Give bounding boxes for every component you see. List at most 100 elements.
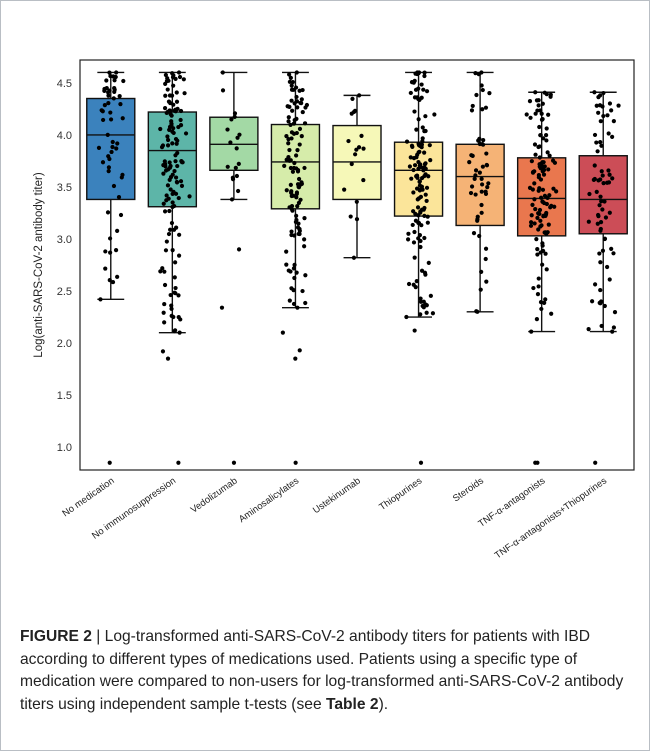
data-point	[424, 185, 430, 190]
data-point	[282, 163, 287, 169]
data-point	[176, 460, 181, 465]
data-point	[544, 138, 549, 143]
data-point	[540, 101, 545, 106]
y-tick-label: 3.5	[57, 182, 72, 194]
data-point	[473, 70, 478, 76]
figure-label: FIGURE 2	[20, 628, 92, 645]
data-point	[524, 112, 529, 117]
data-point	[162, 269, 167, 274]
data-point	[302, 237, 307, 242]
data-point	[416, 220, 422, 226]
data-point	[165, 143, 171, 148]
data-point	[404, 139, 410, 144]
data-point	[418, 312, 423, 317]
data-point	[415, 152, 420, 157]
data-point	[543, 297, 548, 302]
data-point	[118, 102, 123, 107]
data-point	[597, 203, 602, 208]
data-point	[479, 83, 484, 88]
data-point	[158, 126, 163, 132]
data-point	[102, 103, 107, 108]
data-point	[164, 193, 169, 198]
data-point	[547, 193, 552, 198]
data-point	[161, 162, 166, 168]
x-tick-label: TNF-α-antagonists+Thiopurines	[493, 475, 609, 561]
data-point	[404, 314, 409, 320]
data-point	[538, 108, 543, 113]
data-point	[543, 212, 549, 217]
data-point	[610, 329, 615, 334]
data-point	[182, 91, 187, 96]
data-point	[470, 103, 475, 109]
data-point	[598, 226, 603, 232]
data-point	[172, 329, 177, 334]
data-point	[475, 217, 480, 222]
data-point	[416, 166, 421, 171]
data-point	[540, 117, 545, 122]
data-point	[163, 93, 168, 98]
data-point	[428, 293, 433, 298]
data-point	[288, 182, 293, 187]
data-point	[176, 253, 182, 258]
data-point	[108, 250, 113, 255]
data-point	[176, 70, 182, 75]
data-point	[423, 114, 428, 119]
data-point	[170, 141, 175, 146]
data-point	[598, 194, 603, 199]
data-point	[413, 284, 418, 290]
data-point	[599, 199, 604, 204]
data-point	[164, 239, 169, 244]
data-point	[599, 323, 604, 329]
data-point	[228, 140, 233, 145]
data-point	[96, 145, 102, 150]
data-point	[422, 73, 427, 79]
data-point	[104, 78, 109, 83]
data-point	[171, 73, 176, 78]
data-point	[545, 150, 550, 155]
data-point	[108, 110, 113, 115]
data-point	[187, 194, 192, 199]
data-point	[532, 181, 537, 186]
data-point	[424, 198, 429, 204]
data-point	[419, 268, 425, 273]
data-point	[180, 160, 185, 165]
data-point	[100, 160, 106, 165]
data-point	[169, 119, 174, 124]
y-tick-label: 4.5	[57, 78, 72, 90]
data-point	[541, 136, 546, 141]
data-point	[424, 89, 430, 94]
data-point	[421, 207, 426, 212]
data-point	[605, 180, 610, 185]
data-point	[480, 107, 485, 112]
data-point	[292, 101, 297, 106]
data-point	[428, 158, 433, 163]
data-point	[539, 195, 544, 200]
data-point	[234, 146, 239, 151]
data-point	[284, 249, 289, 254]
data-point	[107, 236, 113, 241]
data-point	[291, 165, 297, 171]
data-point	[480, 142, 486, 147]
data-point	[596, 214, 601, 219]
data-point	[411, 190, 416, 195]
data-point	[293, 356, 298, 361]
data-point	[605, 264, 610, 270]
data-point	[159, 145, 165, 150]
data-point	[294, 153, 299, 158]
data-point	[236, 161, 241, 166]
data-point	[480, 87, 485, 93]
data-point	[421, 87, 426, 92]
data-point	[117, 94, 122, 99]
data-point	[596, 178, 601, 183]
data-point	[540, 187, 546, 192]
data-point	[234, 173, 239, 179]
data-point	[603, 215, 609, 220]
data-point	[422, 213, 427, 218]
y-tick-label: 1.5	[57, 390, 72, 402]
data-point	[602, 199, 607, 204]
data-point	[295, 148, 300, 153]
y-axis-label: Log(anti-SARS-CoV-2 antibody titer)	[33, 172, 45, 358]
data-point	[533, 90, 538, 95]
data-point	[538, 300, 544, 305]
data-point	[600, 173, 605, 178]
